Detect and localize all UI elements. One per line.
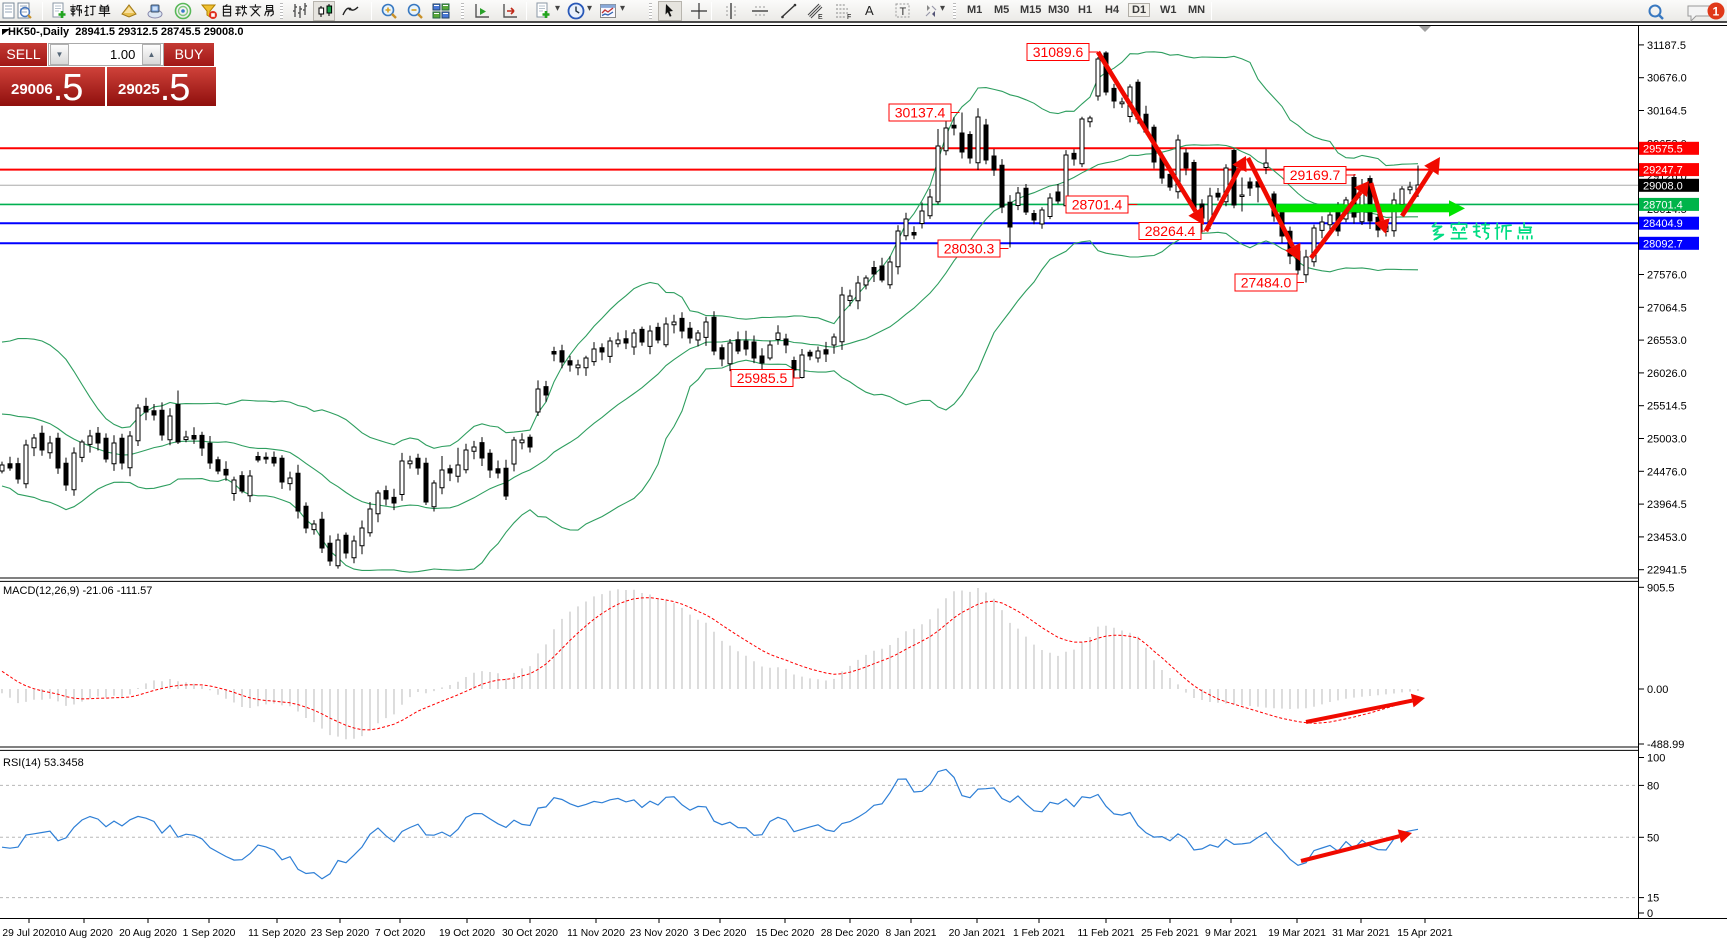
svg-text:11 Sep 2020: 11 Sep 2020	[248, 928, 306, 939]
svg-text:25985.5: 25985.5	[737, 370, 788, 386]
svg-text:3 Dec 2020: 3 Dec 2020	[694, 928, 747, 939]
svg-text:28264.4: 28264.4	[1145, 223, 1196, 239]
svg-text:25 Feb 2021: 25 Feb 2021	[1141, 928, 1199, 939]
svg-text:23964.5: 23964.5	[1647, 499, 1687, 511]
svg-text:23453.0: 23453.0	[1647, 532, 1687, 544]
svg-text:10 Aug 2020: 10 Aug 2020	[55, 928, 113, 939]
svg-text:28404.9: 28404.9	[1643, 218, 1683, 230]
svg-text:27064.5: 27064.5	[1647, 302, 1687, 314]
svg-text:-488.99: -488.99	[1647, 739, 1684, 751]
svg-text:29169.7: 29169.7	[1290, 167, 1341, 183]
svg-text:0: 0	[1647, 908, 1653, 920]
svg-text:24476.0: 24476.0	[1647, 466, 1687, 478]
svg-text:30 Oct 2020: 30 Oct 2020	[502, 928, 558, 939]
svg-text:31089.6: 31089.6	[1033, 44, 1084, 60]
svg-text:30137.4: 30137.4	[895, 105, 946, 121]
svg-text:9 Mar 2021: 9 Mar 2021	[1205, 928, 1257, 939]
svg-text:28701.4: 28701.4	[1072, 197, 1123, 213]
svg-text:1 Feb 2021: 1 Feb 2021	[1013, 928, 1065, 939]
svg-text:1: 1	[1713, 5, 1720, 19]
svg-text:31187.5: 31187.5	[1647, 40, 1686, 52]
svg-text:28701.4: 28701.4	[1643, 199, 1683, 211]
svg-text:27576.0: 27576.0	[1647, 270, 1687, 282]
svg-text:20 Jan 2021: 20 Jan 2021	[949, 928, 1006, 939]
svg-text:19 Mar 2021: 19 Mar 2021	[1268, 928, 1326, 939]
svg-text:F: F	[847, 14, 851, 20]
svg-text:31 Mar 2021: 31 Mar 2021	[1332, 928, 1390, 939]
svg-text:28092.7: 28092.7	[1643, 238, 1683, 250]
svg-text:15 Dec 2020: 15 Dec 2020	[756, 928, 815, 939]
svg-text:28030.3: 28030.3	[944, 241, 995, 257]
svg-text:26553.0: 26553.0	[1647, 335, 1687, 347]
svg-text:11 Feb 2021: 11 Feb 2021	[1077, 928, 1134, 939]
svg-text:MACD(12,26,9) -21.06 -111.57: MACD(12,26,9) -21.06 -111.57	[3, 585, 152, 597]
svg-text:26026.0: 26026.0	[1647, 368, 1687, 380]
svg-text:22941.5: 22941.5	[1647, 565, 1687, 577]
svg-text:25003.0: 25003.0	[1647, 434, 1687, 446]
svg-text:30164.5: 30164.5	[1647, 106, 1687, 118]
svg-text:15: 15	[1647, 893, 1659, 905]
svg-text:T: T	[900, 6, 907, 18]
svg-text:7 Oct 2020: 7 Oct 2020	[375, 928, 426, 939]
svg-text:27484.0: 27484.0	[1241, 275, 1292, 291]
svg-text:29575.5: 29575.5	[1643, 143, 1683, 155]
svg-text:20 Aug 2020: 20 Aug 2020	[119, 928, 177, 939]
svg-text:8 Jan 2021: 8 Jan 2021	[886, 928, 937, 939]
svg-text:905.5: 905.5	[1647, 582, 1675, 594]
svg-text:RSI(14) 53.3458: RSI(14) 53.3458	[3, 757, 84, 769]
svg-text:0.00: 0.00	[1647, 684, 1668, 696]
svg-text:19 Oct 2020: 19 Oct 2020	[439, 928, 495, 939]
svg-text:23 Nov 2020: 23 Nov 2020	[630, 928, 689, 939]
svg-text:50: 50	[1647, 832, 1659, 844]
svg-text:28 Dec 2020: 28 Dec 2020	[821, 928, 880, 939]
svg-text:100: 100	[1647, 753, 1665, 765]
svg-text:80: 80	[1647, 780, 1659, 792]
svg-text:1 Sep 2020: 1 Sep 2020	[183, 928, 236, 939]
svg-text:23 Sep 2020: 23 Sep 2020	[311, 928, 370, 939]
svg-text:29247.7: 29247.7	[1643, 165, 1683, 177]
svg-text:11 Nov 2020: 11 Nov 2020	[567, 928, 625, 939]
svg-text:15 Apr 2021: 15 Apr 2021	[1397, 928, 1453, 939]
svg-text:29008.0: 29008.0	[1643, 180, 1683, 192]
svg-text:25514.5: 25514.5	[1647, 401, 1687, 413]
svg-text:29 Jul 2020: 29 Jul 2020	[2, 928, 56, 939]
svg-text:E: E	[818, 14, 823, 20]
svg-text:30676.0: 30676.0	[1647, 73, 1687, 85]
